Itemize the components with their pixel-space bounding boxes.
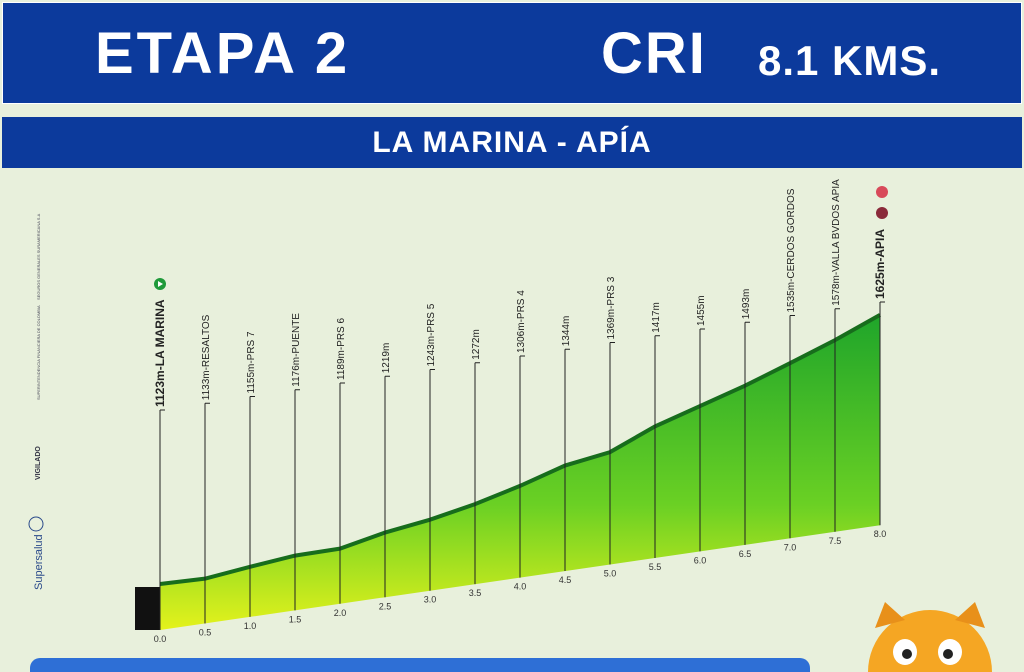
profile-start-block — [135, 587, 160, 630]
x-tick-label: 7.5 — [829, 536, 842, 546]
waypoint-label: 1344m — [561, 316, 572, 347]
waypoint-label: 1369m-PRS 3 — [606, 276, 617, 339]
x-tick-label: 1.5 — [289, 614, 302, 624]
x-tick-label: 4.5 — [559, 575, 572, 585]
x-tick-label: 5.5 — [649, 562, 662, 572]
play-icon — [158, 281, 163, 287]
x-tick-label: 2.0 — [334, 608, 347, 618]
waypoint-label: 1189m-PRS 6 — [336, 317, 347, 380]
route-title: LA MARINA - APÍA — [372, 125, 652, 159]
supersalud-logo-text: Supersalud — [33, 534, 45, 590]
mascot-pupil — [902, 649, 912, 659]
finish-icon — [876, 207, 888, 219]
mascot-ears — [875, 602, 985, 628]
stage-type: CRI — [601, 20, 707, 86]
x-tick-label: 6.5 — [739, 549, 752, 559]
mascot-pupil — [943, 649, 953, 659]
footer-bar — [30, 658, 810, 672]
waypoint-label: 1176m-PUENTE — [291, 313, 302, 387]
waypoint-label: 1219m — [381, 343, 392, 374]
x-tick-label: 6.0 — [694, 555, 707, 565]
stage-title: ETAPA 2 — [95, 20, 351, 86]
x-tick-label: 8.0 — [874, 529, 887, 539]
x-tick-label: 0.5 — [199, 627, 212, 637]
category-icon — [876, 186, 888, 198]
waypoint-label: 1272m — [471, 329, 482, 360]
x-tick-label: 1.0 — [244, 621, 257, 631]
mascot — [868, 602, 992, 672]
waypoint-label: 1155m-PRS 7 — [246, 331, 257, 394]
waypoint-label: 1578m-VALLA BVDOS APIA — [831, 179, 842, 306]
x-tick-label: 3.0 — [424, 595, 437, 605]
waypoint-label: 1306m-PRS 4 — [516, 290, 527, 353]
stage-distance: 8.1 KMS. — [758, 37, 942, 84]
x-tick-label: 7.0 — [784, 542, 797, 552]
superfinanciera-text: SUPERINTENDENCIA FINANCIERA DE COLOMBIA — [36, 305, 41, 400]
sponsor-sidebar: Supersalud VIGILADO SUPERINTENDENCIA FIN… — [28, 213, 45, 590]
waypoint-label: 1493m — [741, 289, 752, 320]
supersalud-logo-icon — [28, 516, 44, 532]
route-banner: LA MARINA - APÍA — [2, 117, 1022, 168]
waypoint-label: 1243m-PRS 5 — [426, 303, 437, 366]
x-tick-label: 4.0 — [514, 582, 527, 592]
x-tick-label: 3.5 — [469, 588, 482, 598]
x-tick-label: 2.5 — [379, 601, 392, 611]
waypoint-label: 1123m-LA MARINA — [153, 299, 167, 407]
waypoint-label: 1417m — [651, 302, 662, 333]
waypoint-label: 1535m-CERDOS GORDOS — [786, 188, 797, 312]
vigilado-label: VIGILADO — [35, 446, 42, 480]
insurer-text: SEGUROS GENERALES SURAMERICANA S.A — [36, 213, 41, 300]
x-tick-label: 0.0 — [154, 634, 167, 644]
x-tick-label: 5.0 — [604, 569, 617, 579]
waypoint-label: 1625m-APIA — [873, 229, 887, 299]
stage-banner: ETAPA 2 CRI 8.1 KMS. — [2, 2, 1022, 104]
waypoint-label: 1455m — [696, 295, 707, 326]
waypoint-label: 1133m-RESALTOS — [201, 314, 212, 400]
